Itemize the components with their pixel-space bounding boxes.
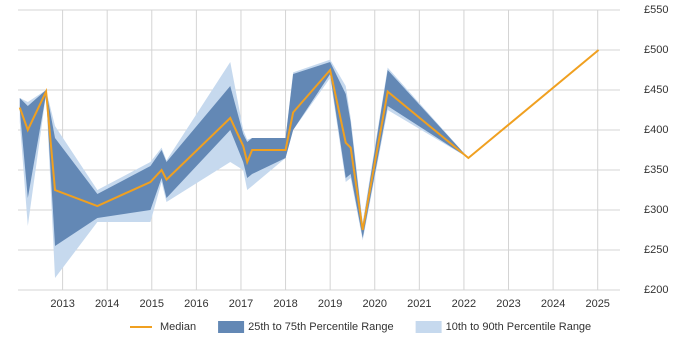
x-tick-label: 2016 bbox=[184, 298, 208, 310]
legend-swatch bbox=[415, 321, 442, 333]
y-tick-label: £350 bbox=[644, 164, 668, 176]
median-line bbox=[18, 49, 600, 231]
x-tick-label: 2023 bbox=[496, 298, 520, 310]
legend-swatch bbox=[218, 321, 245, 333]
plot-area bbox=[18, 10, 620, 290]
legend-label: 25th to 75th Percentile Range bbox=[248, 321, 394, 333]
legend-label: Median bbox=[160, 321, 196, 333]
x-tick-label: 2022 bbox=[452, 298, 476, 310]
x-tick-label: 2021 bbox=[407, 298, 431, 310]
x-tick-label: 2024 bbox=[541, 298, 565, 310]
y-tick-label: £200 bbox=[644, 284, 668, 296]
y-tick-label: £300 bbox=[644, 204, 668, 216]
x-tick-label: 2020 bbox=[362, 298, 386, 310]
percentile-band bbox=[19, 50, 599, 246]
y-tick-label: £500 bbox=[644, 44, 668, 56]
x-tick-label: 2013 bbox=[50, 298, 74, 310]
x-tick-label: 2017 bbox=[229, 298, 253, 310]
x-tick-label: 2018 bbox=[273, 298, 297, 310]
y-tick-label: £400 bbox=[644, 124, 668, 136]
x-tick-label: 2019 bbox=[318, 298, 342, 310]
x-tick-label: 2014 bbox=[95, 298, 119, 310]
y-tick-label: £250 bbox=[644, 244, 668, 256]
y-tick-label: £450 bbox=[644, 84, 668, 96]
x-tick-label: 2025 bbox=[585, 298, 609, 310]
y-tick-label: £550 bbox=[644, 4, 668, 16]
legend-label: 10th to 90th Percentile Range bbox=[446, 321, 592, 333]
x-tick-label: 2015 bbox=[140, 298, 164, 310]
